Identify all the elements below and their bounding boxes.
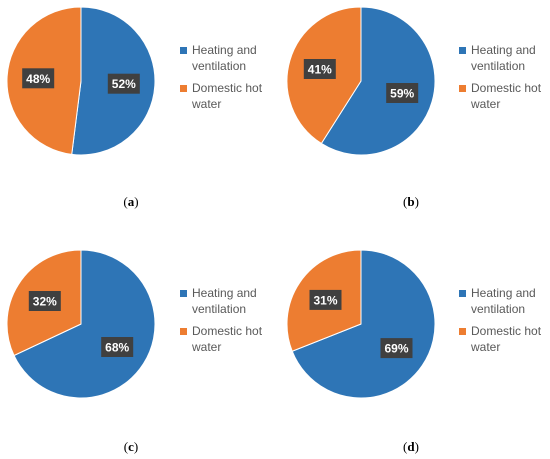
legend-swatch [180, 85, 187, 92]
pie-slice-heating-ventilation [13, 249, 156, 399]
pie-panel-a: 52% 48% Heating and ventilation Domestic hot… [6, 6, 263, 209]
data-label-heating-ventilation: 59% [386, 83, 419, 103]
data-label-box [303, 59, 336, 79]
data-label-box [22, 68, 55, 89]
data-label-heating-ventilation: 52% [107, 73, 140, 94]
data-label-heating-ventilation: 69% [380, 338, 413, 359]
data-label-text: 41% [308, 63, 332, 77]
data-label-domestic-hot-water: 31% [309, 289, 342, 310]
legend-swatch [180, 47, 187, 54]
data-label-text: 31% [313, 293, 337, 307]
pie-panel-d: 69% 31% Heating and ventilation Domestic hot… [286, 249, 542, 454]
legend-label-line: Heating and [471, 286, 536, 300]
subfigure-caption: (a) [123, 194, 138, 209]
data-label-box [380, 338, 413, 359]
legend-label-line: Domestic hot [471, 81, 542, 95]
data-label-box [101, 337, 134, 357]
data-label-text: 59% [390, 87, 414, 101]
legend-swatch [180, 290, 187, 297]
data-label-text: 32% [33, 295, 57, 309]
data-label-text: 68% [105, 341, 129, 355]
legend-label-line: water [470, 340, 500, 354]
legend-label-line: Domestic hot [471, 324, 542, 338]
legend-entry-heating-ventilation: Heating and ventilation [459, 286, 536, 316]
legend-label-line: Domestic hot [192, 81, 263, 95]
subfigure-caption: (b) [403, 194, 419, 209]
legend-swatch [459, 290, 466, 297]
legend-label-line: water [191, 340, 221, 354]
legend-label-line: ventilation [471, 59, 525, 73]
legend-label-line: ventilation [471, 302, 525, 316]
data-label-text: 69% [384, 342, 408, 356]
legend-entry-heating-ventilation: Heating and ventilation [180, 286, 257, 316]
data-label-domestic-hot-water: 41% [303, 59, 336, 79]
legend-label-line: water [470, 97, 500, 111]
legend-entry-domestic-hot-water: Domestic hot water [180, 81, 263, 111]
legend-entry-heating-ventilation: Heating and ventilation [180, 43, 257, 73]
legend-entry-heating-ventilation: Heating and ventilation [459, 43, 536, 73]
pie-slice-heating-ventilation [320, 6, 436, 156]
legend-label-line: ventilation [192, 59, 246, 73]
legend-label-line: Domestic hot [192, 324, 263, 338]
data-label-box [107, 73, 140, 94]
legend-swatch [459, 328, 466, 335]
legend-entry-domestic-hot-water: Domestic hot water [180, 324, 263, 354]
data-label-box [309, 289, 342, 310]
legend-swatch [180, 328, 187, 335]
legend-entry-domestic-hot-water: Domestic hot water [459, 324, 542, 354]
legend-label-line: Heating and [192, 286, 257, 300]
subfigure-caption: (d) [403, 439, 419, 454]
legend-label-line: water [191, 97, 221, 111]
data-label-box [386, 83, 419, 103]
subfigure-caption: (c) [124, 439, 138, 454]
legend-label-line: ventilation [192, 302, 246, 316]
legend-swatch [459, 85, 466, 92]
pie-slice-heating-ventilation [291, 249, 436, 399]
legend-entry-domestic-hot-water: Domestic hot water [459, 81, 542, 111]
pie-panel-c: 68% 32% Heating and ventilation Domestic hot… [6, 249, 263, 454]
data-label-domestic-hot-water: 48% [22, 68, 55, 89]
data-label-box [28, 291, 61, 311]
data-label-text: 48% [26, 72, 50, 86]
legend-label-line: Heating and [471, 43, 536, 57]
legend-label-line: Heating and [192, 43, 257, 57]
data-label-heating-ventilation: 68% [101, 337, 134, 357]
data-label-domestic-hot-water: 32% [28, 291, 61, 311]
data-label-text: 52% [112, 77, 136, 91]
pie-panel-b: 59% 41% Heating and ventilation Domestic hot… [286, 6, 542, 209]
legend-swatch [459, 47, 466, 54]
